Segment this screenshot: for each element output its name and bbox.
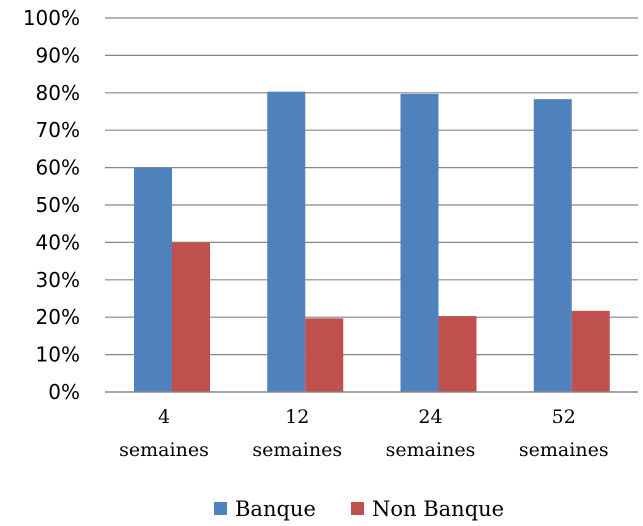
bars bbox=[134, 91, 610, 393]
bar-non-banque-0 bbox=[172, 242, 210, 392]
x-tick-label: 52 bbox=[552, 406, 576, 428]
y-tick-label: 0% bbox=[48, 380, 80, 404]
x-tick-label: semaines bbox=[519, 439, 609, 461]
bar-banque-0 bbox=[134, 167, 172, 392]
x-tick-label: semaines bbox=[386, 439, 476, 461]
y-tick-label: 10% bbox=[36, 343, 80, 367]
y-tick-label: 70% bbox=[36, 118, 80, 142]
legend-label: Banque bbox=[235, 497, 316, 521]
y-tick-label: 100% bbox=[23, 6, 80, 30]
bar-banque-1 bbox=[267, 91, 306, 392]
bar-non-banque-2 bbox=[438, 316, 477, 392]
bar-banque-3 bbox=[533, 99, 572, 393]
legend-label: Non Banque bbox=[372, 497, 504, 521]
bar-banque-2 bbox=[400, 93, 439, 392]
x-tick-label: 24 bbox=[418, 406, 442, 428]
bar-non-banque-3 bbox=[571, 310, 610, 392]
y-tick-label: 40% bbox=[36, 230, 80, 254]
x-tick-labels: 4 semaines 12 semaines 24 semaines 52 semaines bbox=[119, 406, 608, 461]
x-tick-label: 12 bbox=[285, 406, 309, 428]
y-tick-label: 30% bbox=[36, 268, 80, 292]
legend-swatch-banque bbox=[214, 502, 227, 515]
bar-non-banque-1 bbox=[305, 318, 344, 392]
x-tick-label: semaines bbox=[252, 439, 342, 461]
y-tick-label: 60% bbox=[36, 156, 80, 180]
x-tick-label: semaines bbox=[119, 439, 209, 461]
y-tick-label: 90% bbox=[36, 43, 80, 67]
y-tick-label: 20% bbox=[36, 305, 80, 329]
x-tick-label: 4 bbox=[158, 406, 170, 428]
legend: Banque Non Banque bbox=[214, 497, 504, 521]
legend-swatch-non-banque bbox=[351, 502, 364, 515]
y-tick-labels: 0% 10% 20% 30% 40% 50% 60% 70% 80% 90% 100% bbox=[23, 6, 80, 404]
y-tick-label: 50% bbox=[36, 193, 80, 217]
y-tick-label: 80% bbox=[36, 81, 80, 105]
